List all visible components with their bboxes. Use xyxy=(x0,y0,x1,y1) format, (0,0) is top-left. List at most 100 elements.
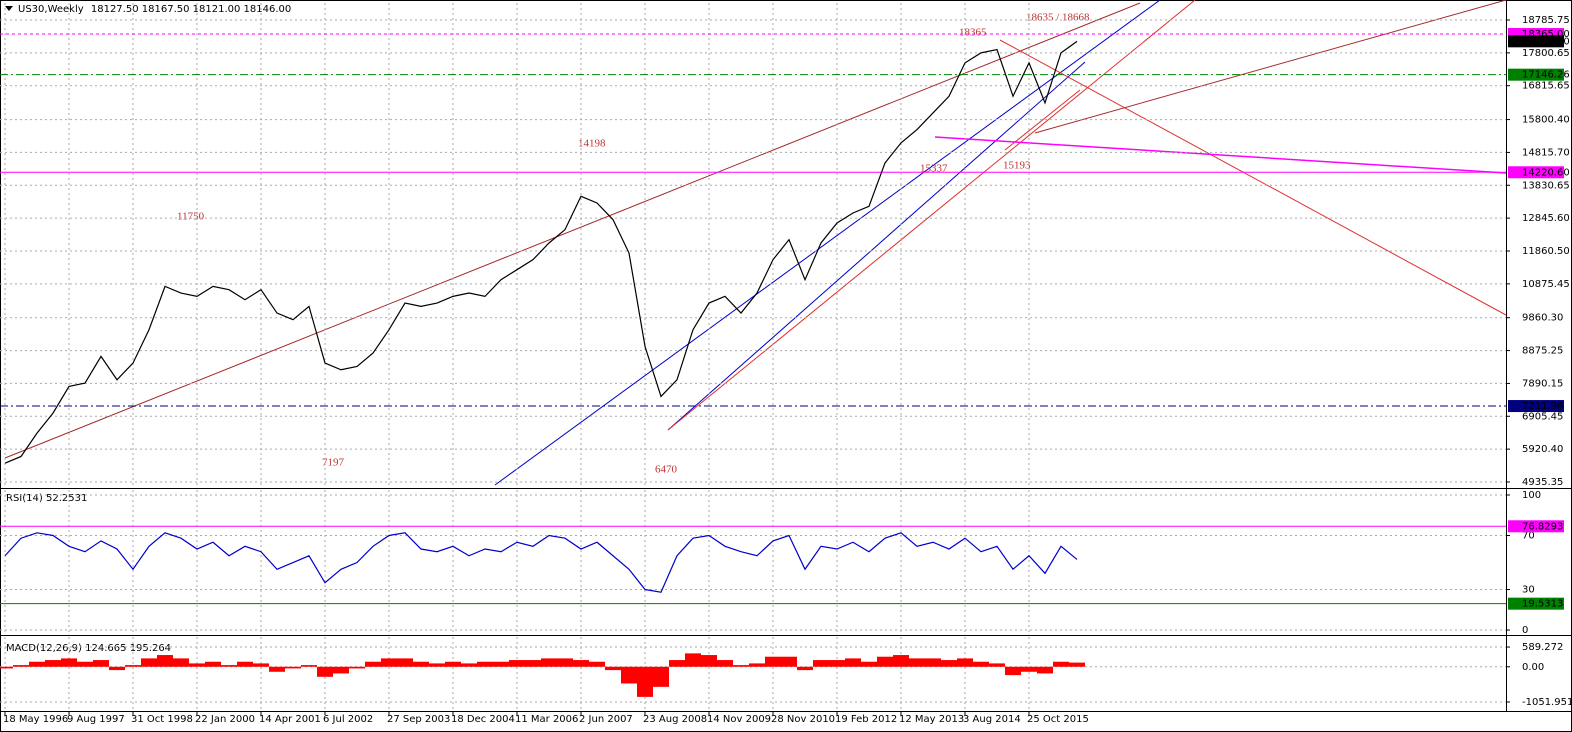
histogram-bar xyxy=(77,661,93,667)
histogram-bar xyxy=(301,665,317,667)
histogram-bar xyxy=(573,660,589,667)
x-tick-label: 6 Jul 2002 xyxy=(323,714,373,725)
histogram-bar xyxy=(957,658,973,667)
histogram-bar xyxy=(429,663,445,667)
trend-line xyxy=(999,39,1507,316)
y-tick-label: 18785.75 xyxy=(1522,15,1570,26)
level-label-box xyxy=(1508,520,1564,533)
menu-arrow[interactable] xyxy=(5,6,13,11)
trend-line xyxy=(934,136,1507,174)
histogram-bar xyxy=(173,658,189,667)
y-tick-label: 0.00 xyxy=(1522,662,1544,673)
trend-line xyxy=(1004,89,1081,151)
y-tick-label: 30 xyxy=(1522,585,1535,596)
level-label-box xyxy=(1508,68,1564,81)
annotation: 15193 xyxy=(1003,160,1031,172)
rsi-title: RSI(14) 52.2531 xyxy=(6,493,87,504)
x-tick-label: 18 May 1996 xyxy=(3,714,68,725)
x-tick-label: 27 Sep 2003 xyxy=(387,714,450,725)
y-tick-label: 589.272 xyxy=(1522,642,1563,653)
histogram-bar xyxy=(605,666,621,671)
level-label: 18365.00 xyxy=(1522,29,1570,40)
histogram-bar xyxy=(509,660,525,667)
rsi-name: RSI(14) xyxy=(6,493,43,504)
x-tick-label: 22 Jan 2000 xyxy=(195,714,255,725)
histogram-bar xyxy=(525,660,541,667)
histogram-bar xyxy=(253,663,269,667)
x-tick-label: 23 Aug 2008 xyxy=(643,714,707,725)
chart-title: US30,Weekly 18127.50 18167.50 18121.00 1… xyxy=(18,4,291,15)
level-label: 76.8293 xyxy=(1522,521,1563,532)
trend-line xyxy=(667,61,1086,431)
annotation: 18365 xyxy=(959,27,987,39)
histogram-bar xyxy=(685,653,701,667)
histogram-bar xyxy=(0,666,13,669)
histogram-bar xyxy=(349,666,365,669)
x-tick-label: 11 Mar 2006 xyxy=(515,714,578,725)
histogram-bar xyxy=(1069,662,1085,667)
series-line xyxy=(4,532,1078,593)
macd-title: MACD(12,26,9) 124.665 195.264 xyxy=(6,643,171,654)
histogram-bar xyxy=(797,666,813,671)
macd-name: MACD(12,26,9) xyxy=(6,643,82,654)
histogram-bar xyxy=(61,658,77,667)
histogram-bar xyxy=(1053,661,1069,667)
x-tick-label: 14 Nov 2009 xyxy=(707,714,771,725)
y-tick-label: 7890.15 xyxy=(1522,378,1563,389)
y-tick-label: 6905.45 xyxy=(1522,411,1563,422)
histogram-bar xyxy=(109,666,125,671)
histogram-bar xyxy=(877,656,893,667)
histogram-bar xyxy=(125,665,141,667)
level-label-box xyxy=(1508,166,1564,179)
y-tick-label: 10875.45 xyxy=(1522,279,1570,290)
macd-value: 124.665 xyxy=(85,643,126,654)
histogram-bar xyxy=(781,656,797,667)
y-tick-label: 100 xyxy=(1522,490,1541,501)
histogram-bar xyxy=(669,660,685,667)
histogram-bar xyxy=(829,660,845,667)
x-tick-label: 18 Dec 2004 xyxy=(451,714,515,725)
histogram-bar xyxy=(989,663,1005,667)
level-label: 17146.26 xyxy=(1522,70,1570,81)
symbol: US30,Weekly xyxy=(18,4,84,15)
y-tick-label: 8875.25 xyxy=(1522,346,1563,357)
level-label: 19.5313 xyxy=(1522,599,1563,610)
last-price-box xyxy=(1508,35,1564,48)
histogram-bar xyxy=(637,666,653,697)
x-tick-label: 28 Nov 2010 xyxy=(771,714,835,725)
histogram-bar xyxy=(285,666,301,669)
histogram-bar xyxy=(93,660,109,667)
x-tick-label: 31 Oct 1998 xyxy=(131,714,193,725)
histogram-bar xyxy=(189,663,205,667)
y-tick-label: 11860.50 xyxy=(1522,246,1570,257)
y-tick-label: 13830.65 xyxy=(1522,180,1570,191)
x-tick-label: 9 Aug 1997 xyxy=(67,714,125,725)
y-tick-label: 16815.65 xyxy=(1522,81,1570,92)
histogram-bar xyxy=(589,661,605,667)
histogram-bar xyxy=(765,656,781,667)
y-tick-label: 17800.65 xyxy=(1522,48,1570,59)
histogram-bar xyxy=(861,661,877,667)
histogram-bar xyxy=(317,666,333,677)
macd-signal: 195.264 xyxy=(130,643,171,654)
histogram-bar xyxy=(445,661,461,667)
y-tick-label: 12845.60 xyxy=(1522,213,1570,224)
y-tick-label: 5920.40 xyxy=(1522,444,1563,455)
y-tick-label: 70 xyxy=(1522,531,1535,542)
annotation: 15337 xyxy=(920,163,948,175)
histogram-bar xyxy=(221,665,237,667)
annotation: 6470 xyxy=(655,464,678,476)
x-tick-label: 12 May 2013 xyxy=(899,714,964,725)
histogram-bar xyxy=(1021,666,1037,672)
annotation: 18635 / 18668 xyxy=(1026,12,1090,24)
trend-lines xyxy=(4,0,1507,486)
histogram-bar xyxy=(237,661,253,667)
x-tick-label: 14 Apr 2001 xyxy=(259,714,321,725)
histogram-bar xyxy=(1005,666,1021,676)
histogram-bar xyxy=(269,666,285,672)
histogram-bar xyxy=(909,658,925,667)
histogram-bar xyxy=(1037,666,1053,674)
histogram-bar xyxy=(813,660,829,667)
